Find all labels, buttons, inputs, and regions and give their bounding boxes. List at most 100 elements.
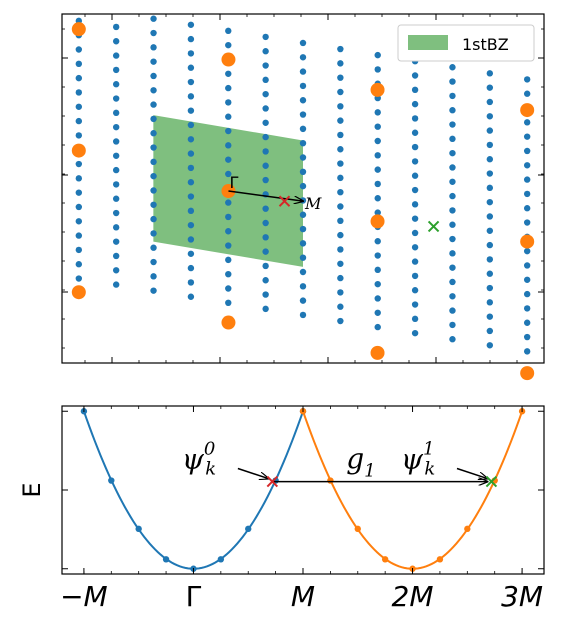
psi-k1-label: ψ1 k xyxy=(401,439,435,480)
band-points-layer xyxy=(80,408,526,572)
lattice-point xyxy=(337,174,344,182)
lattice-point xyxy=(262,90,269,98)
band-point xyxy=(162,556,170,563)
g1-label-base: g xyxy=(346,443,364,476)
lattice-point xyxy=(225,127,232,135)
lattice-point xyxy=(374,123,381,130)
lattice-point xyxy=(486,184,494,192)
lattice-point xyxy=(112,152,120,159)
lattice-point xyxy=(523,147,531,155)
reciprocal-lattice-point xyxy=(520,103,535,118)
legend-box xyxy=(397,24,535,62)
lattice-point xyxy=(337,117,344,124)
lattice-point xyxy=(225,70,232,77)
lattice-point xyxy=(374,152,381,159)
psi1-pointer xyxy=(456,467,487,479)
lattice-point xyxy=(150,287,157,294)
lattice-point xyxy=(299,225,307,233)
lattice-point xyxy=(486,84,494,91)
g1-label: g1 xyxy=(346,443,375,482)
lattice-point xyxy=(150,201,157,208)
lattice-point xyxy=(449,164,456,171)
top-axes-frame xyxy=(61,13,545,364)
lattice-point xyxy=(299,154,307,161)
lattice-point xyxy=(262,234,269,241)
lattice-point xyxy=(523,119,531,126)
lattice-point xyxy=(411,100,419,108)
lattice-point xyxy=(523,76,531,83)
lattice-point xyxy=(299,68,307,75)
lattice-point xyxy=(374,180,381,188)
lattice-point xyxy=(449,293,456,300)
lattice-point xyxy=(187,236,195,243)
lattice-point xyxy=(75,60,83,68)
lattice-point xyxy=(225,299,232,307)
lattice-point xyxy=(449,221,456,228)
lattice-point xyxy=(187,107,195,114)
lattice-point xyxy=(486,170,494,177)
lattice-point xyxy=(225,256,232,264)
lattice-point xyxy=(337,217,344,225)
red-cross-marker xyxy=(278,195,291,207)
reciprocal-lattice-point xyxy=(520,366,535,381)
lattice-point xyxy=(262,133,269,141)
lattice-point xyxy=(150,72,157,80)
lattice-point xyxy=(337,203,344,210)
lattice-point xyxy=(337,88,344,96)
psi-k1-label-base: ψ xyxy=(401,443,424,476)
lattice-point xyxy=(150,144,157,151)
psi-k0-label-sub: k xyxy=(205,459,216,480)
lattice-point xyxy=(523,276,531,283)
gamma-label: Γ xyxy=(229,173,238,192)
lattice-point xyxy=(374,137,381,145)
lattice-point xyxy=(449,135,456,143)
lattice-point xyxy=(262,219,269,227)
lattice-point xyxy=(486,227,494,234)
lattice-point xyxy=(523,205,531,212)
x-tick-label: Γ xyxy=(186,580,202,613)
lattice-point xyxy=(449,250,456,257)
reciprocal-lattice-point xyxy=(71,22,86,37)
lattice-point xyxy=(225,242,232,249)
lattice-point xyxy=(449,178,456,185)
lattice-point xyxy=(262,62,269,69)
lattice-point xyxy=(411,272,419,280)
lattice-point xyxy=(449,207,456,214)
lattice-point xyxy=(75,261,83,268)
lattice-point xyxy=(75,246,83,254)
lattice-point xyxy=(449,107,456,114)
psi-k1-label-sup: 1 xyxy=(423,439,434,460)
band-point xyxy=(436,556,444,563)
lattice-plot: Γ M 1stBZ xyxy=(61,13,545,381)
lattice-point xyxy=(523,133,531,140)
band-point xyxy=(217,556,225,563)
lattice-point xyxy=(187,179,195,186)
lattice-point xyxy=(187,207,195,215)
lattice-point xyxy=(262,248,269,255)
lattice-point xyxy=(486,342,494,349)
lattice-point xyxy=(411,86,419,94)
lattice-point xyxy=(187,221,195,229)
lattice-point xyxy=(75,89,83,96)
lattice-point xyxy=(486,127,494,134)
lattice-point xyxy=(523,247,531,255)
lattice-point xyxy=(299,182,307,190)
lattice-points-layer xyxy=(75,15,531,355)
lattice-point xyxy=(337,131,344,139)
lattice-point xyxy=(75,275,83,282)
lattice-point xyxy=(262,176,269,184)
band-point xyxy=(245,525,252,533)
lattice-point xyxy=(449,192,456,200)
lattice-point xyxy=(112,166,120,174)
lattice-point xyxy=(449,321,456,329)
lattice-point xyxy=(75,74,83,82)
band-curve-1 xyxy=(82,410,304,570)
lattice-point xyxy=(486,241,494,249)
bottom-axes-ticks: −M Γ M 2M 3M xyxy=(60,406,544,613)
lattice-point xyxy=(449,264,456,271)
lattice-point xyxy=(411,158,419,165)
lattice-point xyxy=(374,238,381,245)
lattice-point xyxy=(337,146,344,153)
lattice-point xyxy=(187,35,195,43)
lattice-point xyxy=(337,317,344,325)
